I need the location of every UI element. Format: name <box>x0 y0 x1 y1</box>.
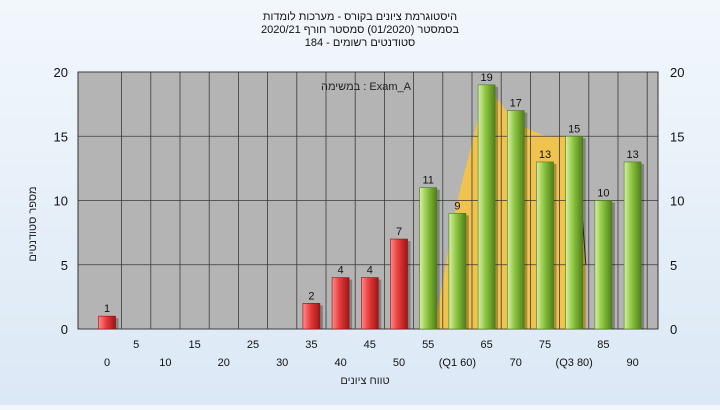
x-tick-label-55: 55 <box>422 339 434 351</box>
x-tick-label-75: 75 <box>539 339 551 351</box>
x-tick-label-65: 65 <box>480 339 492 351</box>
x-tick-label-10: 10 <box>159 357 171 369</box>
bar-value-label-0: 1 <box>104 303 110 315</box>
y-tick-left-20: 20 <box>54 65 68 80</box>
bar-value-label-65: 19 <box>480 72 492 84</box>
bar-value-label-60: 9 <box>454 200 460 212</box>
bar-value-label-45: 4 <box>367 265 373 277</box>
title-line-1: היסטוגרמת ציונים בקורס - מערכות לומדות <box>263 10 457 23</box>
bar-65 <box>477 84 496 330</box>
y-tick-labels: 0 0 5 5 10 10 15 15 20 20 <box>54 65 685 337</box>
bar-45 <box>360 277 379 330</box>
exam-annotation: במשימה : Exam_A <box>321 81 412 93</box>
x-tick-label-25: 25 <box>247 339 259 351</box>
x-tick-label-0: 0 <box>104 357 110 369</box>
y-tick-right-0: 0 <box>670 322 677 337</box>
x-tick-label-45: 45 <box>364 339 376 351</box>
bar-40 <box>331 277 350 330</box>
y-tick-left-15: 15 <box>54 129 68 144</box>
x-tick-label-5: 5 <box>133 339 139 351</box>
x-tick-label-20: 20 <box>218 357 230 369</box>
bar-90 <box>623 161 642 330</box>
bar-value-label-35: 2 <box>308 290 314 302</box>
bars-layer <box>98 84 645 330</box>
bar-value-label-85: 10 <box>597 188 609 200</box>
bar-value-label-70: 17 <box>510 98 522 110</box>
x-tick-label-80: (Q3 80) <box>556 357 593 369</box>
bar-value-label-80: 15 <box>568 123 580 135</box>
x-tick-label-50: 50 <box>393 357 405 369</box>
data-labels-layer: 1 2 4 4 7 11 9 19 17 13 15 10 13 <box>104 72 639 315</box>
chart-title: היסטוגרמת ציונים בקורס - מערכות לומדות ב… <box>261 10 459 49</box>
bar-55 <box>419 187 438 330</box>
y-tick-right-20: 20 <box>670 65 684 80</box>
x-tick-labels: 0 5 10 15 20 25 30 35 40 45 50 55 (Q1 60) 65 70 75 (Q3 8… <box>104 339 639 369</box>
bar-0 <box>98 315 116 330</box>
x-tick-label-90: 90 <box>626 357 638 369</box>
y-axis-label: מספר סטודנטים <box>27 186 39 261</box>
bar-value-label-75: 13 <box>539 149 551 161</box>
y-tick-right-10: 10 <box>670 194 684 209</box>
y-tick-right-5: 5 <box>670 258 677 273</box>
y-tick-right-15: 15 <box>670 129 684 144</box>
y-tick-left-5: 5 <box>61 258 68 273</box>
bar-80 <box>565 135 584 330</box>
bar-value-label-40: 4 <box>338 265 344 277</box>
title-line-2: בסמסטר (01/2020) סמסטר חורף 2020/21 <box>261 24 459 36</box>
title-line-3: סטודנטים רשומים - 184 <box>305 37 416 49</box>
bar-70 <box>506 110 525 330</box>
bar-60 <box>448 213 467 330</box>
x-tick-label-85: 85 <box>597 339 609 351</box>
x-tick-label-70: 70 <box>510 357 522 369</box>
bar-value-label-50: 7 <box>396 226 402 238</box>
bar-value-label-90: 13 <box>626 149 638 161</box>
y-tick-left-10: 10 <box>54 194 68 209</box>
x-tick-label-35: 35 <box>305 339 317 351</box>
bar-75 <box>536 161 554 330</box>
bar-35 <box>302 302 321 330</box>
x-tick-label-60: (Q1 60) <box>439 357 476 369</box>
bar-50 <box>390 238 408 330</box>
x-axis-label: טווח ציונים <box>340 375 389 387</box>
y-tick-left-0: 0 <box>61 322 68 337</box>
x-tick-label-30: 30 <box>276 357 288 369</box>
bar-value-label-55: 11 <box>422 175 433 187</box>
x-tick-label-15: 15 <box>188 339 200 351</box>
grid-lines <box>77 71 659 330</box>
x-tick-label-40: 40 <box>334 357 346 369</box>
bar-85 <box>594 200 613 330</box>
